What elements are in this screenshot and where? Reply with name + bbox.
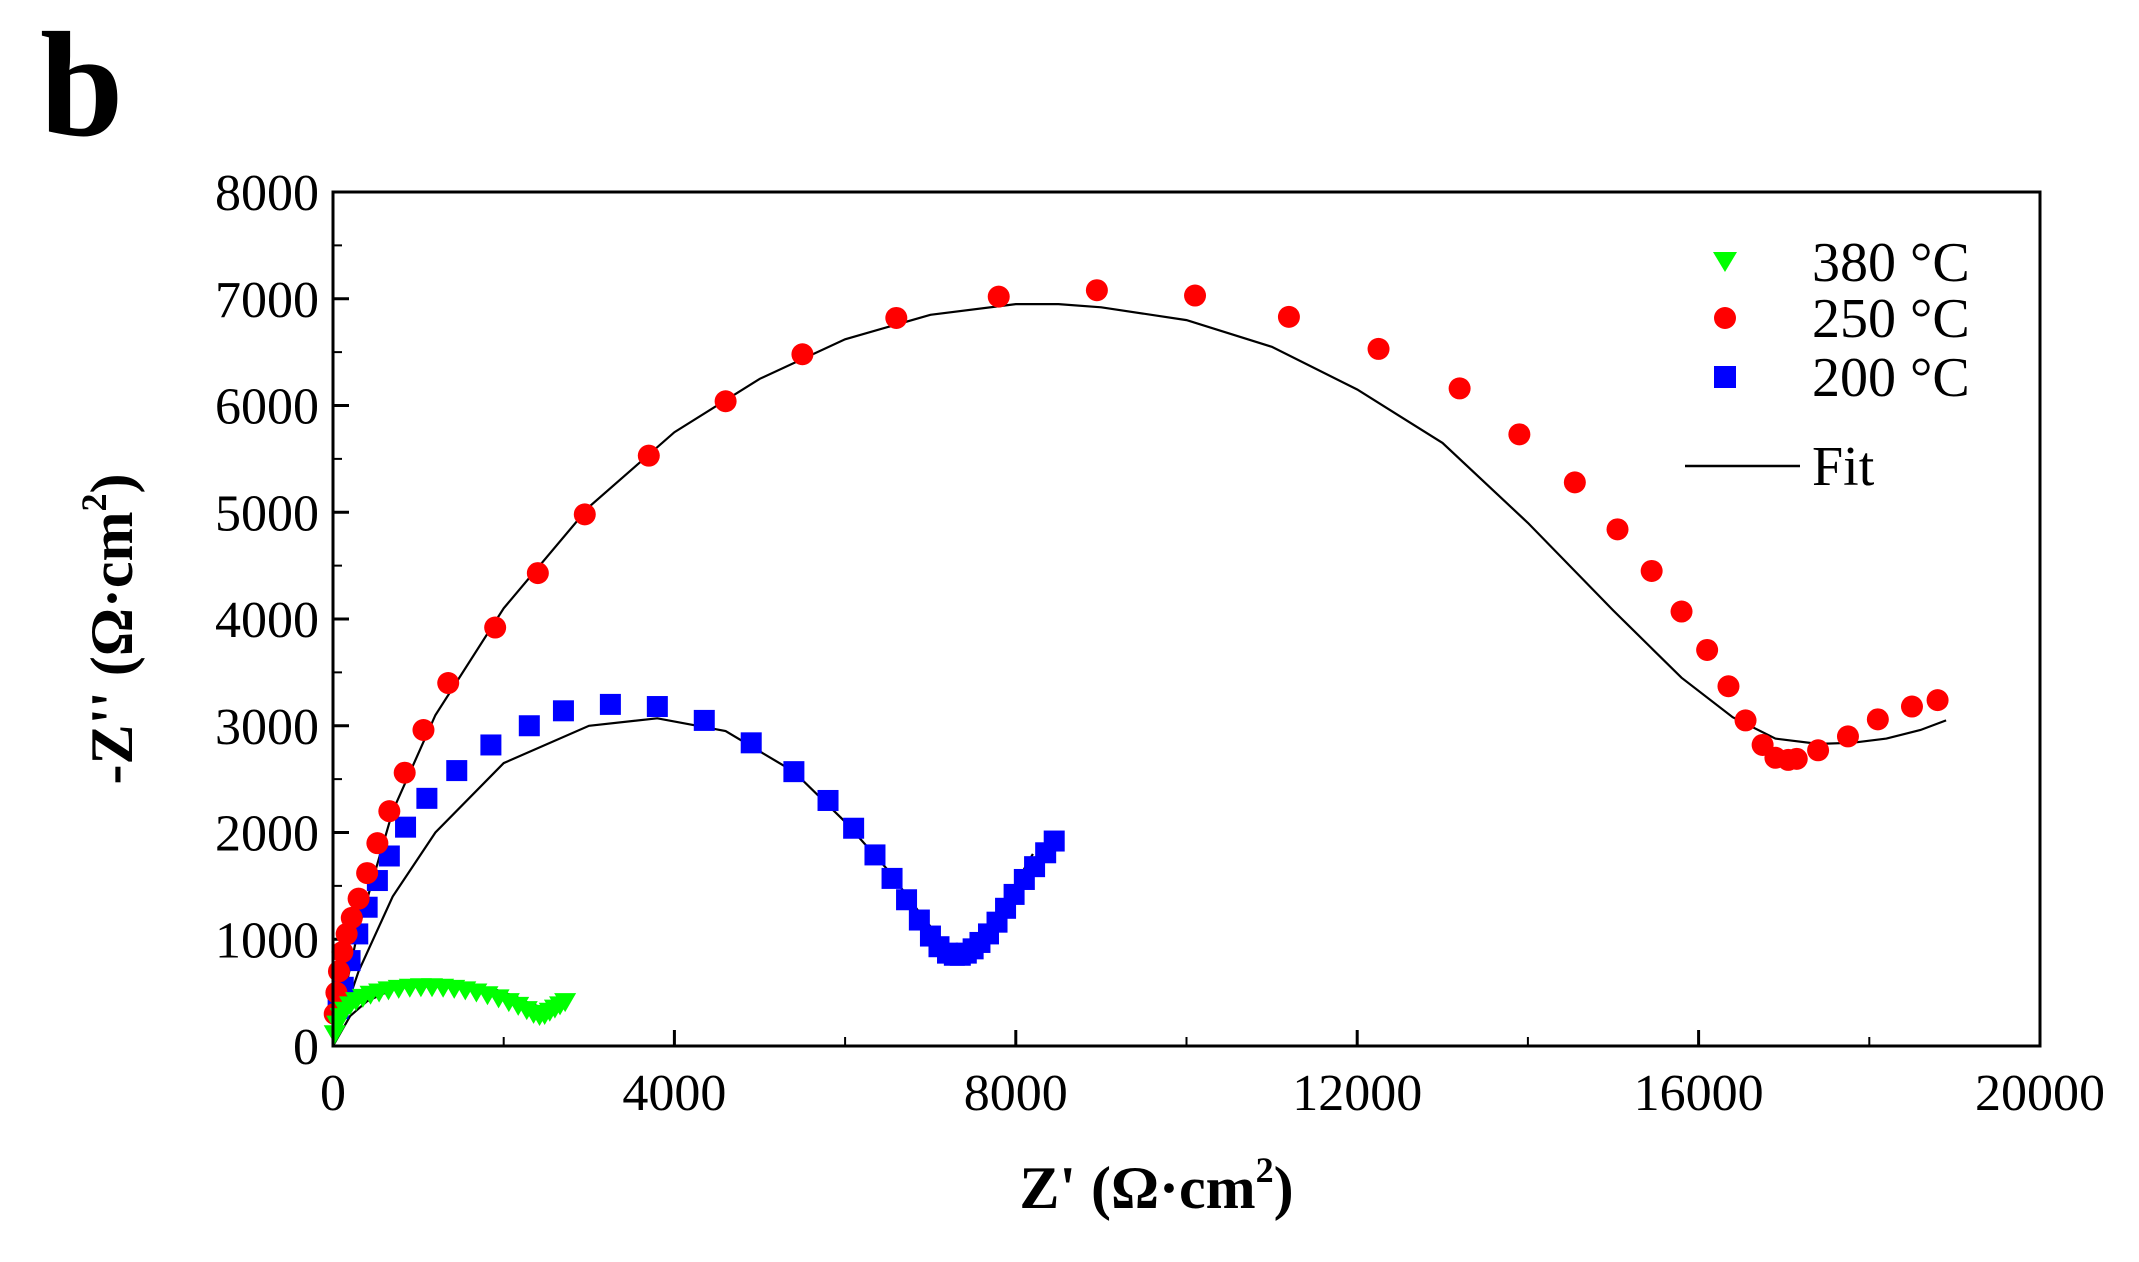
fit-curve bbox=[331, 303, 1947, 1047]
data-point bbox=[1696, 638, 1719, 661]
data-point bbox=[573, 503, 596, 526]
data-point bbox=[412, 719, 435, 742]
legend-label-250: 250 °C bbox=[1812, 288, 1970, 350]
data-point bbox=[817, 789, 839, 811]
y-tick-label: 5000 bbox=[215, 485, 319, 542]
data-point bbox=[347, 887, 370, 910]
y-tick-label: 6000 bbox=[215, 379, 319, 436]
legend-label-380: 380 °C bbox=[1812, 232, 1970, 294]
data-point bbox=[1807, 739, 1830, 762]
data-point bbox=[1734, 709, 1757, 732]
data-point bbox=[1277, 305, 1300, 328]
x-tick-label: 16000 bbox=[1634, 1065, 1764, 1122]
y-tick-label: 0 bbox=[293, 1019, 319, 1076]
data-point bbox=[1606, 518, 1629, 541]
data-point bbox=[881, 867, 903, 889]
data-point bbox=[554, 993, 577, 1013]
y-axis-title-superscript: 2 bbox=[74, 493, 114, 511]
data-point bbox=[393, 761, 416, 784]
x-axis-title-text: Z' (Ω·cm bbox=[1019, 1155, 1255, 1221]
panel-label: b bbox=[40, 2, 124, 168]
fit-curves bbox=[331, 303, 1947, 1047]
tick-labels: 0 4000 8000 12000 16000 20000 0 1000 2000 3000 400… bbox=[215, 165, 2105, 1122]
data-point bbox=[356, 862, 379, 885]
x-tick-label: 12000 bbox=[1292, 1065, 1422, 1122]
y-tick-label: 3000 bbox=[215, 699, 319, 756]
data-point bbox=[1563, 471, 1586, 494]
y-tick-label: 7000 bbox=[215, 272, 319, 329]
data-point bbox=[714, 390, 737, 413]
data-point bbox=[446, 760, 468, 782]
data-point bbox=[1926, 689, 1949, 712]
x-axis-title: Z' (Ω·cm2) bbox=[1019, 1150, 1293, 1221]
x-axis-title-superscript: 2 bbox=[1256, 1150, 1274, 1190]
data-point bbox=[340, 906, 363, 929]
data-point bbox=[480, 734, 502, 756]
data-point bbox=[1367, 337, 1390, 360]
data-point bbox=[323, 1025, 346, 1045]
legend-marker-380 bbox=[1713, 252, 1737, 272]
x-tick-label: 0 bbox=[320, 1065, 346, 1122]
data-point bbox=[1508, 423, 1531, 446]
x-tick-label: 20000 bbox=[1975, 1065, 2105, 1122]
data-point bbox=[1448, 377, 1471, 400]
data-point bbox=[599, 693, 621, 715]
y-tick-label: 4000 bbox=[215, 592, 319, 649]
data-point bbox=[908, 909, 930, 931]
data-point bbox=[1866, 708, 1889, 731]
data-point bbox=[987, 285, 1010, 308]
data-point bbox=[395, 816, 417, 838]
data-point bbox=[646, 696, 668, 718]
y-tick-label: 2000 bbox=[215, 806, 319, 863]
data-point bbox=[366, 832, 389, 855]
data-point bbox=[1836, 725, 1859, 748]
data-point bbox=[1900, 695, 1923, 718]
legend-label-fit: Fit bbox=[1812, 436, 1875, 498]
data-point bbox=[864, 844, 886, 866]
data-point bbox=[378, 800, 401, 823]
data-point bbox=[552, 700, 574, 722]
data-point bbox=[1184, 284, 1207, 307]
legend-marker-250 bbox=[1714, 307, 1736, 329]
fit-curve bbox=[331, 717, 1034, 1047]
y-tick-label: 8000 bbox=[215, 165, 319, 222]
data-point bbox=[693, 709, 715, 731]
data-point bbox=[885, 306, 908, 329]
data-point bbox=[1785, 747, 1808, 770]
y-axis-title: -Z'' (Ω·cm2) bbox=[74, 474, 145, 785]
data-point bbox=[416, 787, 438, 809]
data-series bbox=[323, 279, 1949, 1045]
legend-label-200: 200 °C bbox=[1812, 347, 1970, 409]
plot-frame bbox=[331, 190, 2042, 1048]
data-point bbox=[843, 817, 865, 839]
data-point bbox=[791, 343, 814, 366]
data-point bbox=[526, 562, 549, 585]
legend-marker-200 bbox=[1714, 366, 1736, 388]
data-point bbox=[327, 960, 350, 983]
data-point bbox=[437, 672, 460, 695]
x-axis-title-close: ) bbox=[1274, 1155, 1294, 1221]
x-tick-label: 8000 bbox=[964, 1065, 1068, 1122]
data-point bbox=[783, 761, 805, 783]
data-point bbox=[1717, 675, 1740, 698]
data-point bbox=[637, 444, 660, 467]
y-axis-title-text: -Z'' (Ω·cm bbox=[79, 511, 145, 784]
data-point bbox=[1640, 559, 1663, 582]
data-point bbox=[331, 941, 354, 964]
data-point bbox=[518, 715, 540, 737]
data-point bbox=[1043, 830, 1065, 852]
x-tick-label: 4000 bbox=[622, 1065, 726, 1122]
data-point bbox=[484, 616, 507, 639]
data-point bbox=[1670, 600, 1693, 623]
legend: 380 °C 250 °C 200 °C Fit bbox=[1685, 232, 1970, 498]
y-axis-title-close: ) bbox=[79, 474, 145, 494]
data-point bbox=[1085, 279, 1108, 302]
y-tick-label: 1000 bbox=[215, 912, 319, 969]
data-point bbox=[896, 889, 918, 911]
data-point bbox=[740, 732, 762, 754]
